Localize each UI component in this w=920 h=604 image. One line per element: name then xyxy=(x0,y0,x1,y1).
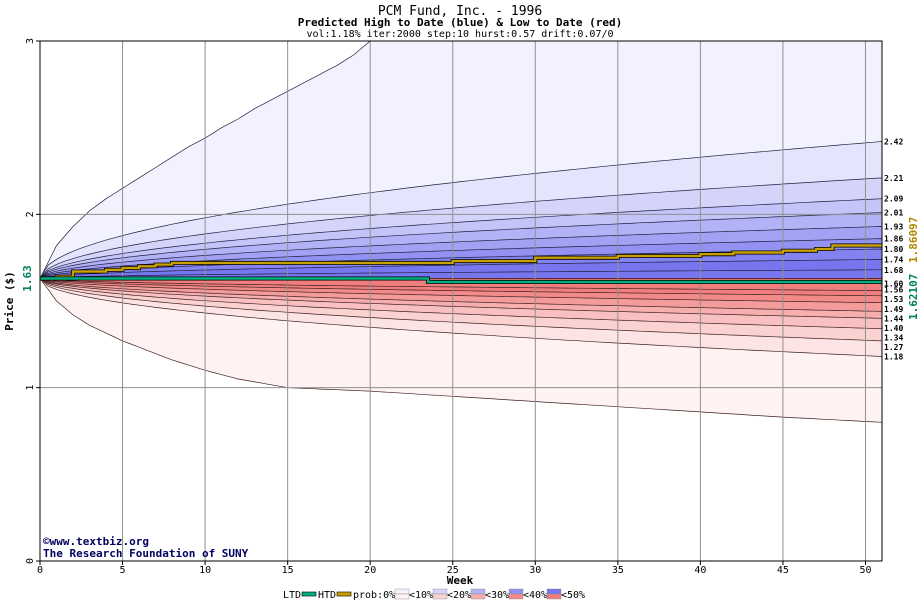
legend-swatch-red xyxy=(432,593,448,600)
y-tick-label: 2 xyxy=(25,211,36,217)
legend-swatch-blue xyxy=(394,588,410,595)
series-line-ltd xyxy=(40,277,882,284)
x-tick-label: 40 xyxy=(694,565,706,576)
legend-label: LTD xyxy=(283,590,301,600)
right-label: 2.42 xyxy=(884,138,903,147)
x-tick-label: 10 xyxy=(199,565,211,576)
x-tick-label: 30 xyxy=(529,565,541,576)
right-label: 1.60 xyxy=(884,280,903,289)
y-tick-label: 0 xyxy=(25,558,36,564)
legend-label: <40% xyxy=(523,590,547,600)
legend-swatch-htd xyxy=(336,591,352,597)
right-label: 1.40 xyxy=(884,324,903,333)
right-label: 1.74 xyxy=(884,255,903,264)
right-label: 1.56 xyxy=(884,286,903,295)
x-axis-label: Week xyxy=(447,574,474,587)
legend-label: <50% xyxy=(561,590,585,600)
x-tick-label: 45 xyxy=(777,565,789,576)
series-lines xyxy=(40,243,882,284)
legend: LTD HTD prob:0% <10% <20% <30% <40% <50% xyxy=(283,588,585,601)
chart-subtitle: Predicted High to Date (blue) & Low to D… xyxy=(298,16,623,29)
x-tick-label: 20 xyxy=(364,565,376,576)
x-tick-label: 15 xyxy=(282,565,294,576)
legend-label: <20% xyxy=(447,590,471,600)
probability-bands xyxy=(39,40,883,423)
series-line-htd xyxy=(40,244,882,280)
htd-value-label: 1.86097 xyxy=(907,217,920,263)
y-tick-label: 1 xyxy=(25,385,36,391)
legend-label: prob:0% xyxy=(353,590,395,600)
legend-swatch-ltd xyxy=(301,591,317,597)
ltd-value-label: 1.62107 xyxy=(907,274,920,320)
chart-params: vol:1.18% iter:2000 step:10 hurst:0.57 d… xyxy=(306,29,613,40)
legend-swatch-blue xyxy=(432,588,448,595)
right-label: 2.09 xyxy=(884,195,903,204)
legend-swatch-red xyxy=(470,593,486,600)
y-axis-ticks: 0 1 2 3 xyxy=(25,38,40,564)
right-label: 1.93 xyxy=(884,223,903,232)
x-axis-ticks: 0 5 10 15 20 25 30 35 40 45 50 xyxy=(37,561,872,576)
right-label: 1.53 xyxy=(884,295,903,304)
right-label: 2.21 xyxy=(884,174,903,183)
legend-swatch-red xyxy=(394,593,410,600)
legend-label: <10% xyxy=(409,590,433,600)
right-label: 1.34 xyxy=(884,333,903,342)
y-tick-label: 3 xyxy=(25,38,36,44)
x-tick-label: 0 xyxy=(37,565,43,576)
right-label: 1.86 xyxy=(884,235,903,244)
x-tick-label: 5 xyxy=(120,565,126,576)
x-tick-label: 25 xyxy=(447,565,459,576)
credit-site: ©www.textbiz.org xyxy=(43,535,149,548)
legend-swatch-blue xyxy=(546,588,562,595)
x-tick-label: 35 xyxy=(612,565,624,576)
legend-swatch-red xyxy=(546,593,562,600)
right-label: 1.68 xyxy=(884,266,903,275)
chart-title: PCM Fund, Inc. - 1996 xyxy=(378,4,542,19)
y-axis-label: Price ($) xyxy=(3,271,16,331)
right-band-labels: 2.42 2.21 2.09 2.01 1.93 1.861.801.74 1.68 1.60… xyxy=(884,138,903,362)
legend-swatch-blue xyxy=(470,588,486,595)
legend-label: HTD xyxy=(318,590,336,600)
legend-label: <30% xyxy=(485,590,509,600)
right-label: 1.27 xyxy=(884,343,903,352)
plot-frame xyxy=(39,40,883,562)
upper-band-9 xyxy=(39,269,883,279)
right-label: 1.49 xyxy=(884,305,903,314)
legend-swatch-blue xyxy=(508,588,524,595)
right-label: 1.18 xyxy=(884,353,903,362)
credit-org: The Research Foundation of SUNY xyxy=(43,547,249,560)
right-label: 1.44 xyxy=(884,314,903,323)
right-label: 1.80 xyxy=(884,245,903,254)
x-tick-label: 50 xyxy=(859,565,871,576)
right-label: 2.01 xyxy=(884,209,903,218)
legend-swatch-red xyxy=(508,593,524,600)
start-price-label: 1.63 xyxy=(21,265,34,292)
